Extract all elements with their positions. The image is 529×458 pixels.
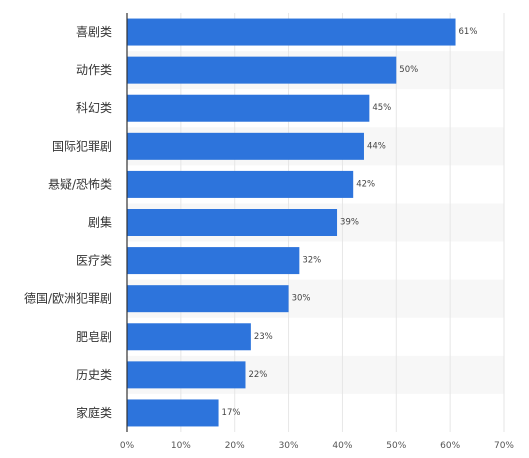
x-tick-label: 20% — [225, 441, 245, 451]
data-label: 22% — [248, 370, 267, 380]
data-label: 42% — [356, 179, 375, 189]
bar — [127, 399, 219, 427]
category-label: 历史类 — [76, 368, 112, 382]
data-label: 32% — [302, 256, 321, 266]
x-tick-label: 10% — [171, 441, 191, 451]
category-label: 肥皂剧 — [76, 330, 112, 344]
data-label: 30% — [292, 294, 311, 304]
category-label: 喜剧类 — [76, 25, 112, 39]
category-label: 德国/欧洲犯罪剧 — [24, 291, 112, 306]
category-label: 动作类 — [76, 63, 112, 77]
bar — [127, 323, 251, 351]
data-label: 39% — [340, 218, 359, 228]
x-tick-label: 70% — [494, 441, 514, 451]
x-tick-label: 30% — [279, 441, 299, 451]
bar — [127, 247, 300, 275]
data-label: 50% — [399, 65, 418, 75]
category-label: 剧集 — [88, 215, 112, 230]
category-label: 悬疑/恐怖类 — [48, 176, 112, 191]
category-label: 家庭类 — [76, 405, 112, 420]
bar — [127, 170, 354, 198]
data-label: 45% — [372, 103, 391, 113]
category-labels: 喜剧类动作类科幻类国际犯罪剧悬疑/恐怖类剧集医疗类德国/欧洲犯罪剧肥皂剧历史类家… — [24, 25, 112, 420]
category-label: 国际犯罪剧 — [52, 139, 112, 153]
bar — [127, 209, 338, 236]
x-tick-label: 60% — [440, 441, 460, 451]
bar — [127, 361, 246, 389]
data-label: 23% — [254, 332, 273, 342]
bar — [127, 56, 397, 84]
x-tick-label: 50% — [386, 441, 406, 451]
data-label: 44% — [367, 141, 386, 151]
bar — [127, 94, 370, 122]
bar — [127, 132, 364, 160]
category-label: 医疗类 — [76, 254, 112, 268]
x-axis-ticks: 0% 10% 20% 30% 40% 50% 60% 70% — [120, 441, 515, 451]
bars — [127, 18, 456, 427]
data-label: 61% — [459, 27, 478, 37]
x-tick-label: 40% — [332, 441, 352, 451]
bar — [127, 18, 456, 46]
data-label: 17% — [222, 408, 241, 418]
x-tick-label: 0% — [120, 441, 135, 451]
value-labels: 61% 50% 45% 44% 42% 39% 32% 30% 23% 22% 17% — [222, 27, 478, 418]
category-label: 科幻类 — [76, 101, 112, 115]
bar — [127, 285, 289, 313]
